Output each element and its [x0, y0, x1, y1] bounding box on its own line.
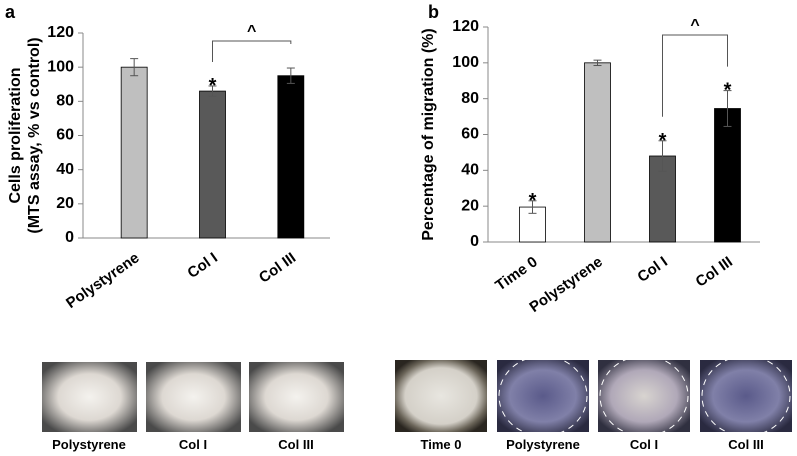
y-tick-label: 100: [47, 58, 74, 75]
y-tick-label: 0: [65, 229, 74, 246]
y-tick-label: 120: [452, 18, 479, 35]
x-tick-label: Time 0: [492, 253, 540, 294]
y-axis-label: Cells proliferation: [7, 67, 24, 203]
bracket-line: [212, 40, 292, 62]
y-tick-label: 20: [56, 195, 74, 212]
significance-marker: *: [659, 130, 667, 152]
bracket-label: ^: [247, 23, 256, 40]
y-tick-label: 100: [452, 54, 479, 71]
bar: [199, 90, 226, 239]
image-caption: Col I: [630, 437, 658, 452]
bracket: ^: [662, 17, 728, 117]
error-bar: [593, 59, 602, 67]
bar: [277, 75, 305, 239]
micrograph: [598, 360, 690, 432]
error-bar: [208, 85, 217, 97]
x-tick-label: Polystyrene: [526, 253, 605, 316]
y-tick-label: 120: [47, 24, 74, 41]
wound-outline: [599, 355, 689, 437]
bar: [714, 108, 741, 243]
error-bar: [723, 90, 732, 127]
error-bar: [528, 200, 537, 214]
y-axis-label: Percentage of migration (%): [420, 28, 437, 240]
wound-outline: [498, 355, 588, 437]
bar: [120, 66, 148, 239]
bracket-line: [662, 34, 728, 117]
micrograph: [146, 362, 241, 432]
panel-label: a: [5, 2, 16, 22]
image-caption: Polystyrene: [506, 437, 580, 452]
x-tick-label: Col I: [184, 249, 220, 282]
bracket-label: ^: [690, 17, 699, 34]
y-tick-label: 60: [56, 127, 74, 144]
image-caption: Time 0: [421, 437, 462, 452]
bar: [584, 62, 611, 243]
micrograph: [42, 362, 137, 432]
significance-marker: *: [209, 75, 217, 97]
panel-label: b: [428, 2, 439, 22]
y-tick-label: 80: [461, 90, 479, 107]
x-tick-label: Col III: [693, 253, 736, 290]
image-caption: Col III: [728, 437, 763, 452]
y-tick-label: 80: [56, 93, 74, 110]
image-caption: Col III: [278, 437, 313, 452]
y-tick-label: 40: [461, 162, 479, 179]
y-axis-label: (MTS assay, % vs control): [26, 37, 43, 233]
micrograph: [395, 360, 487, 432]
images-a: [42, 362, 344, 432]
images-b: [395, 355, 792, 437]
y-tick-label: 20: [461, 197, 479, 214]
y-tick-label: 60: [461, 126, 479, 143]
x-tick-label: Polystyrene: [63, 249, 142, 312]
y-tick-label: 40: [56, 161, 74, 178]
micrograph: [497, 360, 589, 432]
error-bar: [286, 67, 295, 84]
significance-marker: *: [724, 80, 732, 102]
error-bar: [658, 140, 667, 172]
error-bar: [130, 58, 139, 77]
micrograph: [700, 360, 792, 432]
wound-outline: [701, 355, 791, 437]
image-caption: Col I: [179, 437, 207, 452]
x-tick-label: Col III: [256, 249, 299, 286]
micrograph: [249, 362, 344, 432]
x-tick-label: Col I: [634, 253, 670, 286]
y-tick-label: 0: [470, 233, 479, 250]
significance-marker: *: [529, 190, 537, 212]
image-caption: Polystyrene: [52, 437, 126, 452]
bracket: ^: [212, 23, 292, 62]
